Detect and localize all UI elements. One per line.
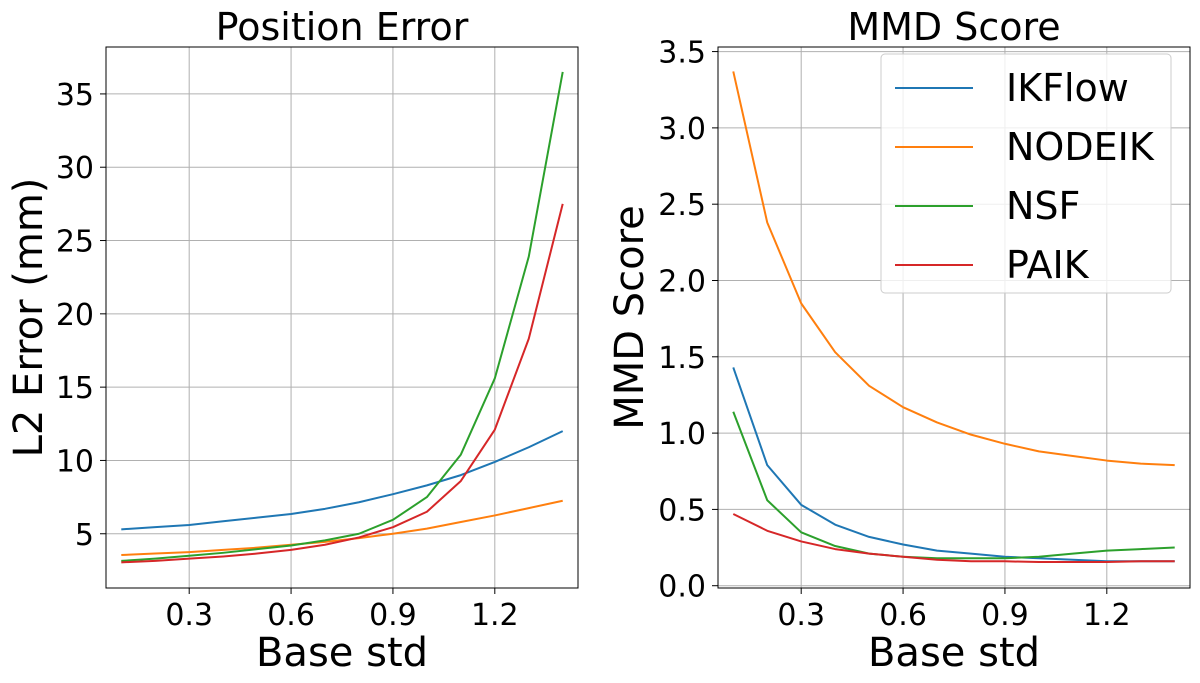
y-tick-label: 1.0: [658, 417, 706, 452]
x-axis-label: Base std: [868, 630, 1040, 676]
x-axis-label: Base std: [256, 630, 428, 676]
y-tick-label: 20: [56, 298, 94, 333]
y-tick-label: 3.0: [658, 112, 706, 147]
y-tick-label: 0.5: [658, 493, 706, 528]
x-tick-label: 0.9: [369, 598, 417, 633]
series-line-ikflow: [121, 430, 564, 531]
y-tick-label: 3.5: [658, 36, 706, 71]
chart-1: 0.3 0.6 0.9 1.2 5 10 15 20 25 30 35 Position Error B…: [6, 5, 579, 676]
chart-title: Position Error: [216, 5, 469, 49]
x-tick-label: 1.2: [1083, 598, 1131, 633]
legend-frame: [880, 53, 1172, 294]
x-tick-label: 0.3: [777, 598, 825, 633]
y-tick-label: 15: [56, 371, 94, 406]
plot-frame: [717, 46, 1191, 589]
series-line-nsf: [121, 71, 564, 562]
series-line-nodeik: [732, 71, 1175, 467]
series-line-ikflow: [732, 367, 1175, 563]
x-tick-label: 0.3: [165, 598, 213, 633]
legend: IKFlow NODEIK NSF PAIK: [880, 53, 1172, 294]
x-tick-label: 1.2: [471, 598, 519, 633]
y-tick-label: 35: [56, 78, 94, 113]
y-tick-label: 30: [56, 151, 94, 186]
y-tick-label: 5: [75, 518, 94, 553]
legend-label-nodeik: NODEIK: [1006, 125, 1155, 169]
y-tick-label: 1.5: [658, 341, 706, 376]
legend-label-ikflow: IKFlow: [1006, 66, 1129, 110]
plot-frame: [105, 46, 579, 589]
y-axis-label: L2 Error (mm): [6, 178, 52, 458]
series-line-nodeik: [121, 499, 563, 557]
y-tick-label: 2.5: [658, 188, 706, 223]
x-tick-label: 0.6: [879, 598, 927, 633]
y-axis-label: MMD Score: [607, 205, 653, 430]
x-tick-label: 0.6: [267, 598, 315, 633]
y-tick-label: 10: [56, 444, 94, 479]
y-tick-label: 2.0: [658, 264, 706, 299]
y-tick-label: 0.0: [658, 570, 706, 605]
legend-label-nsf: NSF: [1006, 184, 1080, 228]
series-line-paik: [121, 203, 564, 564]
y-tick-label: 25: [56, 225, 94, 260]
chart-title: MMD Score: [847, 5, 1060, 49]
series-line-nsf: [732, 411, 1175, 560]
legend-label-paik: PAIK: [1006, 243, 1090, 287]
chart-2: 0.3 0.6 0.9 1.2 0.0 0.5 1.0 1.5 2.0 2.5 3.0 3.5 MMD …: [607, 5, 1191, 676]
series-line-paik: [732, 513, 1175, 564]
x-tick-label: 0.9: [981, 598, 1029, 633]
